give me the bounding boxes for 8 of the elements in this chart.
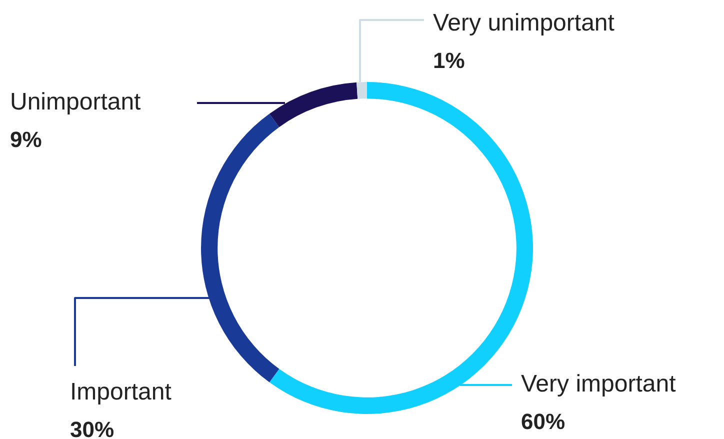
- data-label: 30%: [70, 417, 114, 439]
- slice-label: Important: [70, 378, 172, 406]
- legend-label: Unimportant: [10, 88, 142, 116]
- data-label: 60%: [521, 409, 566, 434]
- slice-label: Very important: [521, 370, 676, 398]
- slice-label: Very unimportant: [433, 10, 615, 37]
- data-label: 9%: [10, 127, 42, 152]
- data-label: 1%: [433, 48, 465, 74]
